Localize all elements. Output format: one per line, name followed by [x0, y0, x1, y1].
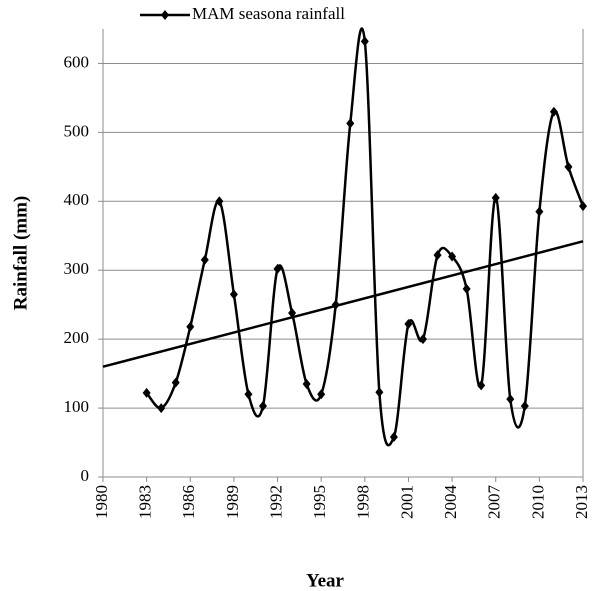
marker	[506, 394, 515, 405]
marker	[229, 289, 238, 300]
x-tick-label: 1992	[266, 485, 285, 519]
marker	[142, 387, 151, 398]
marker	[346, 118, 355, 129]
marker	[520, 401, 529, 412]
x-tick-label: 2007	[485, 485, 504, 520]
marker	[549, 106, 558, 117]
marker	[433, 250, 442, 261]
legend-label: MAM seasona rainfall	[192, 4, 345, 23]
marker	[302, 378, 311, 389]
marker	[186, 321, 195, 332]
legend-marker	[161, 10, 169, 20]
trend-line	[102, 240, 584, 368]
marker	[244, 389, 253, 400]
series-line	[145, 27, 585, 447]
marker	[360, 36, 369, 47]
y-tick-label: 600	[64, 52, 90, 71]
x-tick-label: 1995	[310, 485, 329, 519]
x-tick-label: 2001	[397, 485, 416, 519]
marker	[215, 196, 224, 207]
x-tick-label: 1998	[354, 485, 373, 519]
y-axis-label: Rainfall (mm)	[10, 196, 31, 311]
y-tick-label: 100	[64, 397, 90, 416]
y-tick-label: 400	[64, 190, 90, 209]
marker	[259, 401, 267, 412]
marker	[200, 254, 209, 265]
x-tick-label: 1989	[223, 485, 242, 519]
marker	[419, 334, 427, 345]
marker	[448, 251, 457, 262]
marker	[477, 380, 486, 391]
x-tick-label: 1986	[179, 485, 198, 519]
y-tick-label: 200	[64, 328, 90, 347]
y-tick-label: 300	[64, 259, 90, 278]
marker	[288, 307, 297, 318]
marker	[491, 192, 500, 203]
marker	[375, 387, 384, 398]
marker	[579, 201, 587, 212]
marker	[389, 432, 398, 443]
marker	[273, 263, 282, 274]
marker	[462, 283, 471, 294]
y-tick-label: 500	[64, 121, 90, 140]
x-tick-label: 2004	[441, 485, 460, 520]
marker	[564, 161, 573, 172]
marker	[171, 377, 180, 388]
marker	[317, 389, 326, 400]
x-tick-label: 2013	[572, 485, 591, 519]
x-axis-label: Year	[306, 570, 345, 591]
marker	[404, 318, 413, 329]
x-tick-label: 1983	[136, 485, 155, 519]
marker	[535, 206, 544, 217]
y-tick-label: 0	[81, 466, 90, 485]
x-tick-label: 2010	[528, 485, 547, 519]
marker	[157, 403, 166, 414]
marker	[331, 299, 340, 310]
x-tick-label: 1980	[92, 485, 111, 519]
